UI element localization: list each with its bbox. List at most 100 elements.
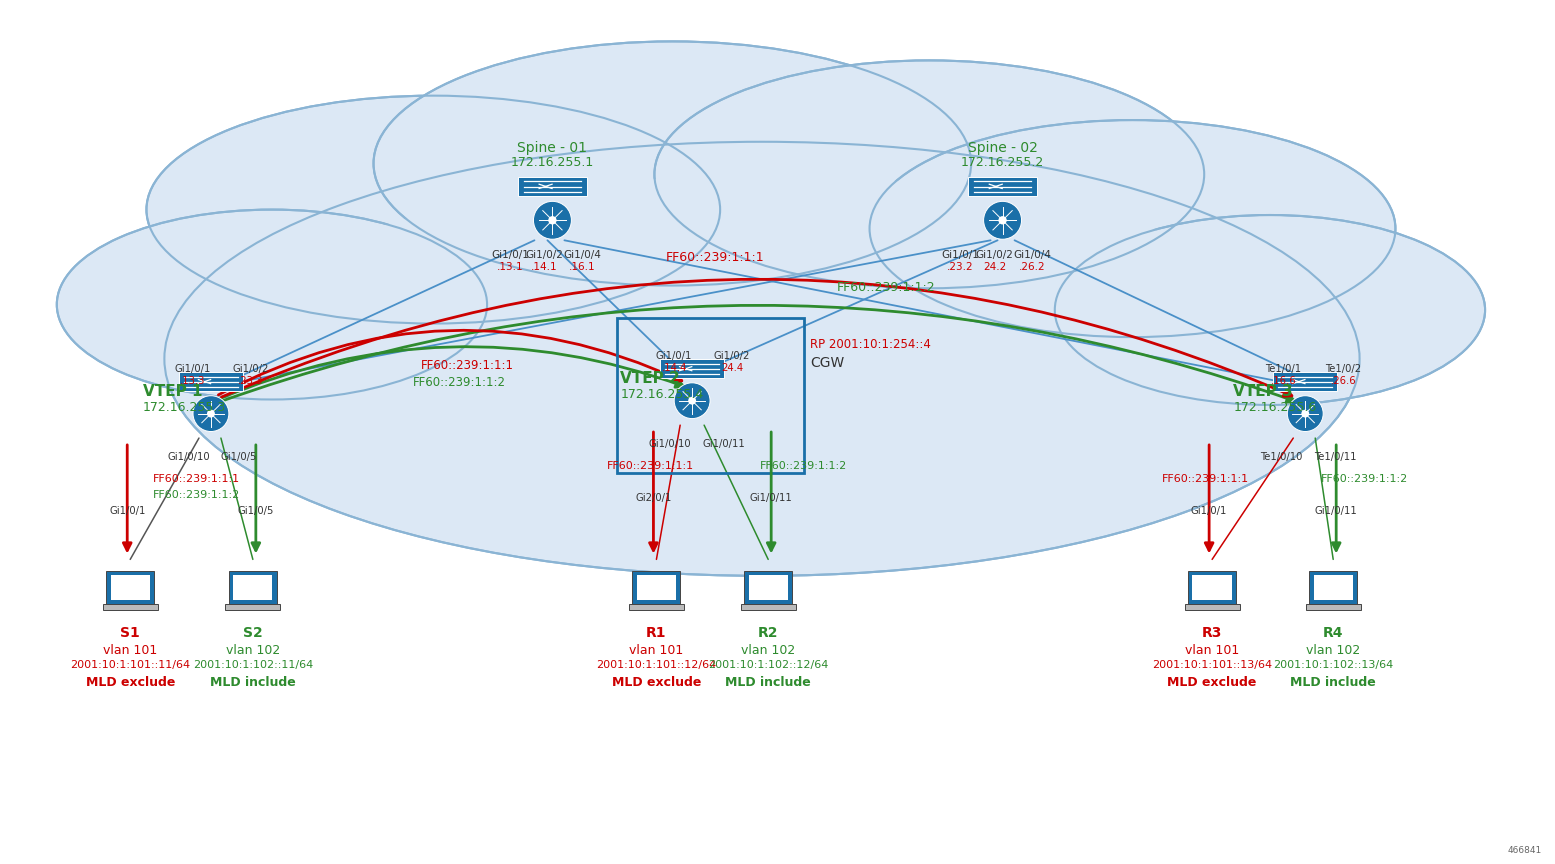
Text: Gi1/0/1: Gi1/0/1 — [174, 365, 211, 374]
Text: MLD exclude: MLD exclude — [1168, 676, 1256, 689]
FancyBboxPatch shape — [225, 604, 280, 609]
Text: .26.2: .26.2 — [1019, 263, 1047, 272]
Text: Gi2/0/1: Gi2/0/1 — [636, 493, 672, 503]
Ellipse shape — [146, 96, 720, 323]
Ellipse shape — [1054, 215, 1485, 405]
Text: vlan 102: vlan 102 — [225, 645, 280, 658]
Text: Spine - 02: Spine - 02 — [967, 141, 1037, 155]
Text: FF60::239:1:1:1: FF60::239:1:1:1 — [606, 461, 694, 471]
Text: .16.1: .16.1 — [569, 263, 596, 272]
Text: Gi1/0/4: Gi1/0/4 — [1014, 251, 1051, 260]
Text: .13.3: .13.3 — [180, 376, 205, 386]
Text: vlan 101: vlan 101 — [630, 645, 684, 658]
Text: vlan 101: vlan 101 — [103, 645, 157, 658]
Text: Gi1/0/1: Gi1/0/1 — [656, 352, 692, 361]
Text: Gi1/0/4: Gi1/0/4 — [563, 251, 602, 260]
Text: FF60::239:1:1:1: FF60::239:1:1:1 — [666, 251, 765, 264]
Text: R3: R3 — [1202, 626, 1222, 640]
Text: Gi1/0/11: Gi1/0/11 — [703, 439, 745, 449]
Text: Gi1/0/5: Gi1/0/5 — [238, 505, 274, 516]
Text: Gi1/0/5: Gi1/0/5 — [221, 452, 257, 462]
Text: Te1/0/2: Te1/0/2 — [1325, 365, 1361, 374]
FancyBboxPatch shape — [969, 176, 1037, 196]
Circle shape — [549, 216, 557, 225]
FancyBboxPatch shape — [1314, 575, 1353, 600]
Text: Gi1/0/11: Gi1/0/11 — [1316, 505, 1358, 516]
Ellipse shape — [869, 120, 1395, 337]
FancyBboxPatch shape — [110, 575, 149, 600]
FancyBboxPatch shape — [1306, 604, 1361, 609]
Text: .26.6: .26.6 — [1331, 376, 1356, 386]
Text: VTEP 2: VTEP 2 — [620, 372, 680, 386]
FancyBboxPatch shape — [1274, 372, 1337, 391]
FancyBboxPatch shape — [179, 372, 243, 391]
Text: MLD include: MLD include — [725, 676, 812, 689]
Text: .14.1: .14.1 — [532, 263, 558, 272]
Text: vlan 102: vlan 102 — [1306, 645, 1361, 658]
FancyBboxPatch shape — [233, 575, 272, 600]
Text: Gi1/0/1: Gi1/0/1 — [109, 505, 146, 516]
FancyBboxPatch shape — [1188, 571, 1236, 604]
Text: RP 2001:10:1:254::4: RP 2001:10:1:254::4 — [810, 338, 931, 351]
FancyBboxPatch shape — [740, 604, 796, 609]
Text: vlan 102: vlan 102 — [742, 645, 795, 658]
Text: R1: R1 — [647, 626, 667, 640]
Circle shape — [1288, 396, 1323, 431]
Text: R2: R2 — [757, 626, 779, 640]
Text: MLD include: MLD include — [210, 676, 295, 689]
FancyBboxPatch shape — [106, 571, 154, 604]
Text: S2: S2 — [243, 626, 263, 640]
Text: MLD exclude: MLD exclude — [611, 676, 701, 689]
Circle shape — [675, 383, 711, 418]
Text: 172.16.255.1: 172.16.255.1 — [510, 156, 594, 168]
Text: FF60::239:1:1:2: FF60::239:1:1:2 — [412, 376, 505, 389]
Text: FF60::239:1:1:2: FF60::239:1:1:2 — [837, 282, 936, 295]
Text: 24.4: 24.4 — [722, 364, 743, 373]
Text: 172.16.255.4: 172.16.255.4 — [620, 388, 703, 401]
Text: R4: R4 — [1323, 626, 1344, 640]
Text: 2001:10:1:101::13/64: 2001:10:1:101::13/64 — [1152, 660, 1272, 670]
Text: CGW: CGW — [810, 356, 844, 370]
Text: S1: S1 — [120, 626, 140, 640]
Text: Gi1/0/2: Gi1/0/2 — [714, 352, 750, 361]
Text: FF60::239:1:1:1: FF60::239:1:1:1 — [152, 474, 239, 484]
FancyBboxPatch shape — [1193, 575, 1232, 600]
Text: .23.2: .23.2 — [947, 263, 973, 272]
Ellipse shape — [58, 210, 487, 399]
Text: FF60::239:1:1:2: FF60::239:1:1:2 — [760, 461, 847, 471]
Text: VTEP 3: VTEP 3 — [1233, 384, 1294, 399]
Text: 466841: 466841 — [1507, 846, 1541, 854]
FancyBboxPatch shape — [745, 571, 791, 604]
Text: .23.3: .23.3 — [238, 376, 263, 386]
Text: Te1/0/11: Te1/0/11 — [1314, 452, 1356, 462]
Text: FF60::239:1:1:2: FF60::239:1:1:2 — [152, 490, 241, 500]
Text: Spine - 01: Spine - 01 — [518, 141, 588, 155]
Text: Gi1/0/2: Gi1/0/2 — [975, 251, 1014, 260]
FancyBboxPatch shape — [229, 571, 277, 604]
Text: MLD exclude: MLD exclude — [86, 676, 174, 689]
Ellipse shape — [655, 60, 1204, 289]
Circle shape — [998, 216, 1006, 225]
Circle shape — [984, 201, 1022, 239]
Text: Gi1/0/1: Gi1/0/1 — [491, 251, 529, 260]
Text: VTEP 1: VTEP 1 — [143, 384, 202, 399]
Text: 2001:10:1:102::12/64: 2001:10:1:102::12/64 — [708, 660, 829, 670]
Text: Gi1/0/1: Gi1/0/1 — [942, 251, 980, 260]
Text: FF60::239:1:1:1: FF60::239:1:1:1 — [420, 359, 513, 372]
Text: Te1/0/1: Te1/0/1 — [1266, 365, 1302, 374]
Circle shape — [207, 410, 215, 417]
Text: 2001:10:1:102::13/64: 2001:10:1:102::13/64 — [1274, 660, 1393, 670]
FancyBboxPatch shape — [659, 359, 725, 378]
Text: vlan 101: vlan 101 — [1185, 645, 1239, 658]
Text: Gi1/0/11: Gi1/0/11 — [750, 493, 793, 503]
FancyBboxPatch shape — [748, 575, 788, 600]
Ellipse shape — [165, 142, 1359, 575]
Text: 2001:10:1:101::11/64: 2001:10:1:101::11/64 — [70, 660, 190, 670]
Text: FF60::239:1:1:2: FF60::239:1:1:2 — [1322, 474, 1409, 484]
Text: Gi1/0/2: Gi1/0/2 — [526, 251, 563, 260]
Text: 2001:10:1:102::11/64: 2001:10:1:102::11/64 — [193, 660, 313, 670]
FancyBboxPatch shape — [1185, 604, 1239, 609]
Text: 172.16.255.2: 172.16.255.2 — [961, 156, 1045, 168]
Text: Gi1/0/10: Gi1/0/10 — [648, 439, 692, 449]
Text: .13.1: .13.1 — [498, 263, 524, 272]
